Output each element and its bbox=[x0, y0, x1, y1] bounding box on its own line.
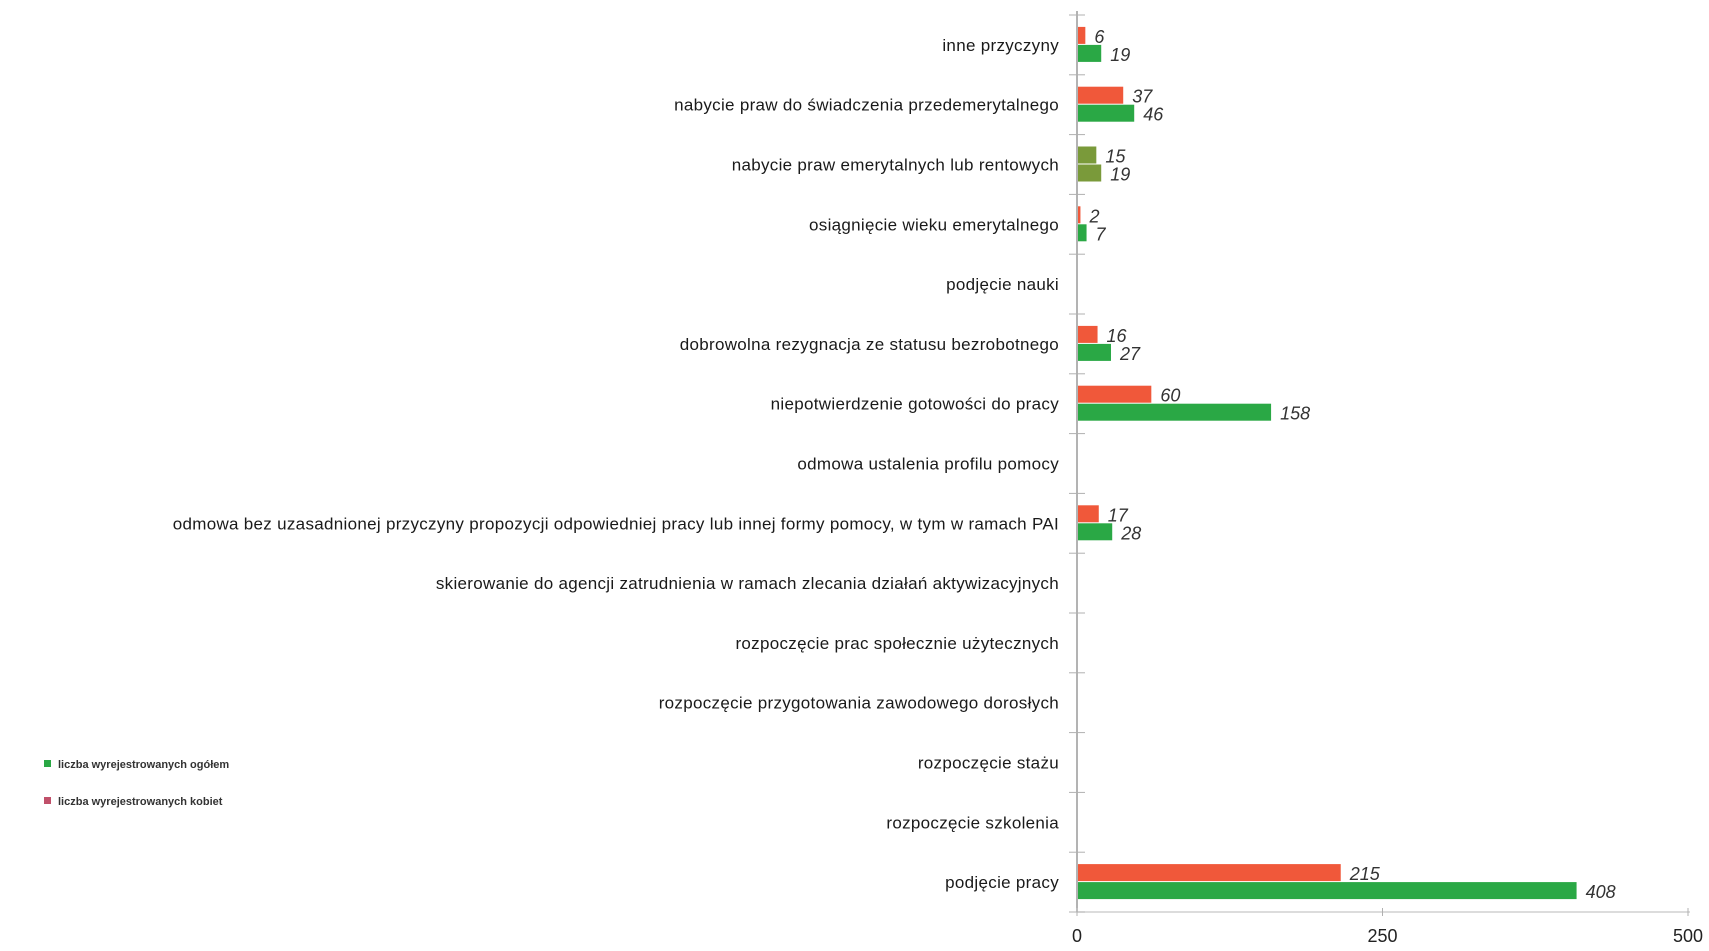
bar-women bbox=[1078, 86, 1124, 104]
data-label: 46 bbox=[1143, 105, 1164, 125]
data-label: 60 bbox=[1160, 386, 1180, 406]
category-label: nabycie praw do świadczenia przedemeryta… bbox=[674, 96, 1059, 115]
category-label: podjęcie nauki bbox=[946, 275, 1059, 294]
category-label: rozpoczęcie stażu bbox=[918, 754, 1059, 773]
data-label: 6 bbox=[1094, 27, 1105, 47]
data-label: 7 bbox=[1096, 224, 1107, 244]
bar-total bbox=[1078, 104, 1135, 122]
category-label: rozpoczęcie prac społecznie użytecznych bbox=[735, 634, 1059, 653]
category-label: rozpoczęcie przygotowania zawodowego dor… bbox=[659, 694, 1059, 713]
category-labels: inne przyczyny nabycie praw do świadczeni… bbox=[173, 36, 1060, 892]
bar-women bbox=[1078, 505, 1099, 523]
category-label: nabycie praw emerytalnych lub rentowych bbox=[732, 156, 1059, 175]
x-tick-label: 500 bbox=[1673, 926, 1703, 946]
bar-total bbox=[1078, 882, 1577, 900]
bar-women bbox=[1078, 26, 1086, 44]
bar-total bbox=[1078, 523, 1113, 541]
bar-total bbox=[1078, 403, 1272, 421]
x-tick-label: 250 bbox=[1367, 926, 1397, 946]
bar-total bbox=[1078, 224, 1087, 242]
bar-total bbox=[1078, 164, 1102, 182]
category-label: podjęcie pracy bbox=[945, 873, 1059, 892]
category-label: rozpoczęcie szkolenia bbox=[886, 813, 1059, 832]
data-label: 19 bbox=[1110, 45, 1130, 65]
data-label: 16 bbox=[1107, 326, 1128, 346]
bar-women bbox=[1078, 325, 1098, 343]
legend: liczba wyrejestrowanych ogółem liczba wy… bbox=[44, 759, 229, 808]
legend-label-women: liczba wyrejestrowanych kobiet bbox=[58, 796, 223, 808]
bar-women bbox=[1078, 385, 1152, 403]
legend-label-total: liczba wyrejestrowanych ogółem bbox=[58, 759, 229, 771]
data-label: 37 bbox=[1132, 87, 1153, 107]
data-label: 27 bbox=[1119, 344, 1141, 364]
data-label: 408 bbox=[1586, 882, 1616, 902]
data-label: 17 bbox=[1108, 505, 1129, 525]
data-label: 15 bbox=[1105, 147, 1126, 167]
category-label: odmowa bez uzasadnionej przyczyny propoz… bbox=[173, 514, 1059, 533]
data-label: 158 bbox=[1280, 404, 1310, 424]
data-label: 215 bbox=[1349, 864, 1381, 884]
category-label: skierowanie do agencji zatrudnienia w ra… bbox=[436, 574, 1059, 593]
data-label: 19 bbox=[1110, 165, 1130, 185]
bar-women bbox=[1078, 146, 1097, 164]
bar-women bbox=[1078, 206, 1081, 224]
x-ticks: 0 250 500 bbox=[1072, 908, 1703, 946]
bar-women bbox=[1078, 864, 1341, 882]
bars bbox=[1078, 26, 1577, 900]
category-label: odmowa ustalenia profilu pomocy bbox=[797, 455, 1059, 474]
category-label: osiągnięcie wieku emerytalnego bbox=[809, 215, 1059, 234]
category-label: inne przyczyny bbox=[942, 36, 1059, 55]
category-label: niepotwierdzenie gotowości do pracy bbox=[771, 395, 1060, 414]
bar-total bbox=[1078, 343, 1111, 361]
axes bbox=[1069, 11, 1690, 913]
x-tick-label: 0 bbox=[1072, 926, 1082, 946]
legend-swatch-women bbox=[44, 797, 51, 804]
bar-total bbox=[1078, 44, 1102, 62]
category-label: dobrowolna rezygnacja ze statusu bezrobo… bbox=[680, 335, 1059, 354]
data-label: 28 bbox=[1120, 523, 1141, 543]
legend-swatch-total bbox=[44, 760, 51, 767]
data-label: 2 bbox=[1088, 206, 1099, 226]
